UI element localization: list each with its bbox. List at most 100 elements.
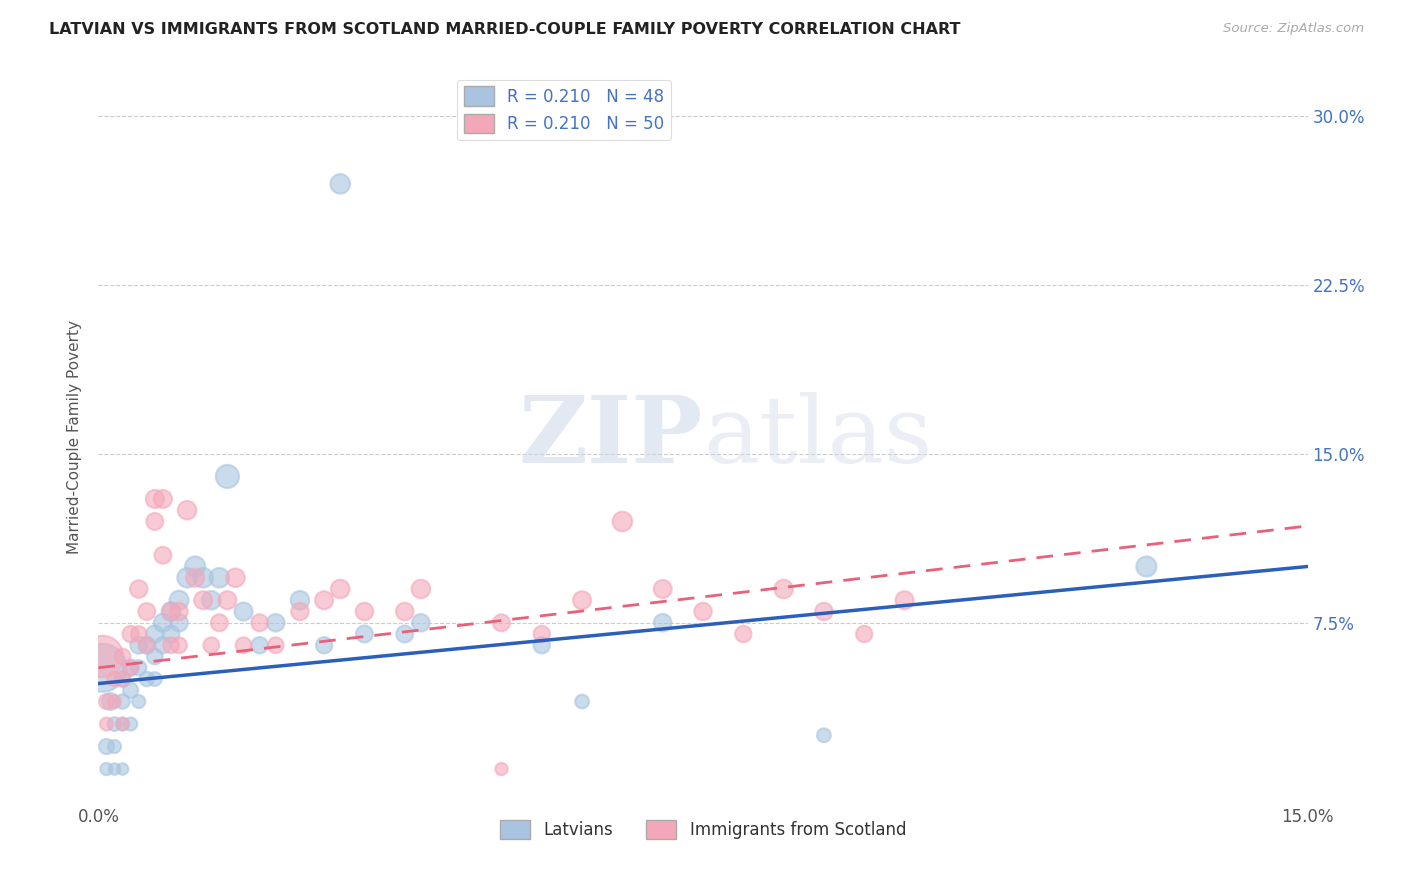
Point <box>571 694 593 708</box>
Point <box>111 717 134 731</box>
Point <box>692 605 714 619</box>
Point <box>103 739 125 754</box>
Point <box>160 638 183 652</box>
Point <box>651 615 673 630</box>
Point <box>288 593 311 607</box>
Point <box>813 605 835 619</box>
Point <box>103 717 125 731</box>
Point <box>152 615 174 630</box>
Point <box>152 491 174 506</box>
Point <box>1135 559 1157 574</box>
Point <box>120 661 142 675</box>
Point <box>143 627 166 641</box>
Point <box>893 593 915 607</box>
Point <box>135 638 157 652</box>
Point <box>135 605 157 619</box>
Point <box>184 571 207 585</box>
Point <box>128 582 150 596</box>
Point <box>103 762 125 776</box>
Point <box>103 694 125 708</box>
Point <box>288 605 311 619</box>
Text: Source: ZipAtlas.com: Source: ZipAtlas.com <box>1223 22 1364 36</box>
Point <box>103 672 125 686</box>
Text: LATVIAN VS IMMIGRANTS FROM SCOTLAND MARRIED-COUPLE FAMILY POVERTY CORRELATION CH: LATVIAN VS IMMIGRANTS FROM SCOTLAND MARR… <box>49 22 960 37</box>
Point <box>184 559 207 574</box>
Point <box>160 605 183 619</box>
Point <box>314 638 336 652</box>
Point <box>249 615 271 630</box>
Point <box>111 672 134 686</box>
Point <box>152 548 174 562</box>
Point <box>120 683 142 698</box>
Point <box>120 627 142 641</box>
Point <box>264 638 287 652</box>
Point <box>135 672 157 686</box>
Point <box>217 593 239 607</box>
Point <box>193 571 215 585</box>
Point <box>111 649 134 664</box>
Point <box>232 638 254 652</box>
Point <box>143 649 166 664</box>
Point <box>128 694 150 708</box>
Point <box>733 627 755 641</box>
Point <box>120 717 142 731</box>
Text: ZIP: ZIP <box>519 392 703 482</box>
Point <box>160 605 183 619</box>
Point <box>160 627 183 641</box>
Point <box>409 582 432 596</box>
Point <box>571 593 593 607</box>
Point <box>96 762 118 776</box>
Point <box>264 615 287 630</box>
Point <box>100 694 122 708</box>
Point <box>143 491 166 506</box>
Point <box>208 571 231 585</box>
Point <box>853 627 876 641</box>
Point <box>96 694 118 708</box>
Point <box>167 605 190 619</box>
Point <box>176 571 198 585</box>
Point <box>329 177 352 191</box>
Point <box>224 571 246 585</box>
Point <box>167 615 190 630</box>
Point <box>612 515 634 529</box>
Point <box>651 582 673 596</box>
Point <box>91 649 114 664</box>
Point <box>128 638 150 652</box>
Point <box>249 638 271 652</box>
Point <box>143 672 166 686</box>
Point <box>813 728 835 742</box>
Point <box>96 717 118 731</box>
Point <box>530 627 553 641</box>
Y-axis label: Married-Couple Family Poverty: Married-Couple Family Poverty <box>67 320 83 554</box>
Point <box>217 469 239 483</box>
Point <box>111 717 134 731</box>
Point <box>96 739 118 754</box>
Point <box>394 627 416 641</box>
Point <box>491 762 513 776</box>
Point <box>200 593 222 607</box>
Point <box>111 762 134 776</box>
Point <box>143 515 166 529</box>
Point <box>135 638 157 652</box>
Point <box>167 593 190 607</box>
Point <box>193 593 215 607</box>
Point <box>353 627 375 641</box>
Text: atlas: atlas <box>703 392 932 482</box>
Point <box>152 638 174 652</box>
Point <box>530 638 553 652</box>
Point <box>111 694 134 708</box>
Point <box>120 661 142 675</box>
Point <box>176 503 198 517</box>
Point <box>329 582 352 596</box>
Point <box>314 593 336 607</box>
Point <box>409 615 432 630</box>
Point <box>491 615 513 630</box>
Point <box>208 615 231 630</box>
Legend: Latvians, Immigrants from Scotland: Latvians, Immigrants from Scotland <box>494 814 912 846</box>
Point <box>91 661 114 675</box>
Point <box>772 582 794 596</box>
Point <box>394 605 416 619</box>
Point <box>111 672 134 686</box>
Point <box>128 661 150 675</box>
Point <box>353 605 375 619</box>
